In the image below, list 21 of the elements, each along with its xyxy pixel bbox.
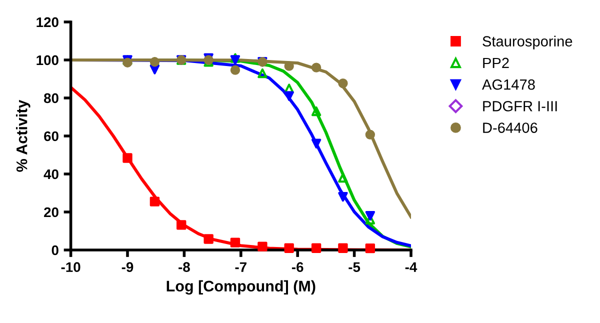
x-tick-label: -5	[348, 262, 360, 272]
x-tick-label: -4	[405, 262, 418, 272]
y-tick-label: 60	[44, 131, 58, 142]
legend-label: D-64406	[483, 122, 538, 133]
y-tick-label: 40	[44, 169, 58, 180]
legend-label: Staurosporine	[482, 36, 572, 50]
y-axis-title: % Activity	[16, 100, 30, 172]
x-tick-label: -8	[178, 262, 190, 272]
x-axis-title: Log [Compound] (M)	[166, 280, 316, 295]
y-tick-label: 20	[44, 207, 58, 218]
y-tick-label: 80	[44, 93, 58, 104]
legend-label: PP2	[483, 58, 509, 68]
legend-label: PDGFR I-III	[483, 101, 557, 112]
x-tick-label: -10	[61, 262, 80, 272]
x-tick-label: -6	[292, 262, 304, 272]
legend-label: AG1478	[482, 79, 535, 90]
y-tick-label: 120	[36, 17, 58, 28]
x-tick-label: -7	[235, 262, 246, 272]
y-tick-label: 100	[36, 55, 58, 66]
y-tick-label: 0	[52, 245, 58, 256]
x-tick-label: -9	[122, 262, 134, 272]
